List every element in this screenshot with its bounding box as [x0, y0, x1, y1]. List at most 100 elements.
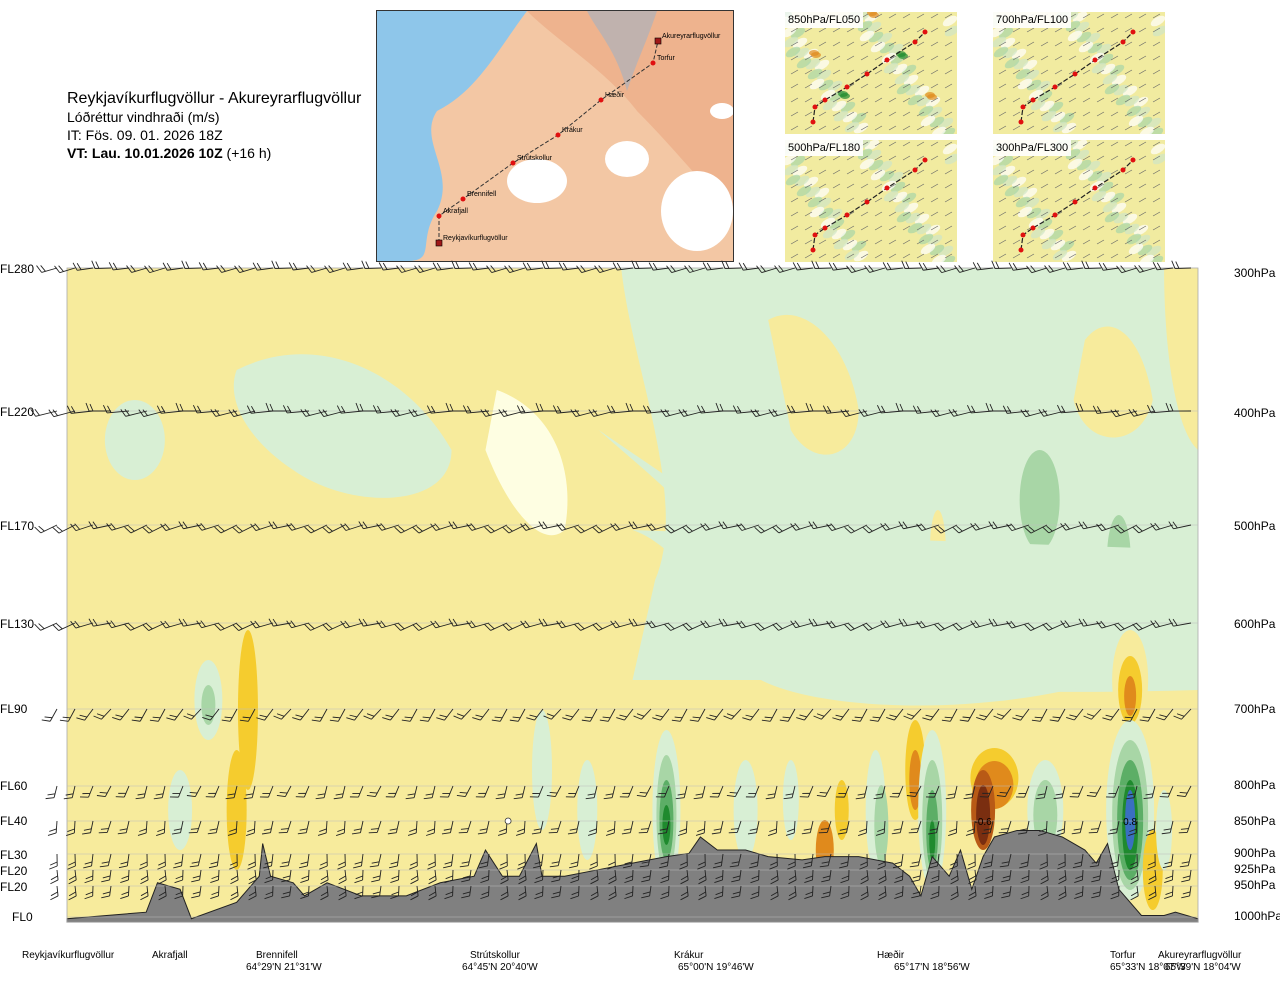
level-map-field — [1139, 254, 1155, 262]
level-map-waypoint — [1020, 232, 1026, 238]
level-map-field — [883, 190, 899, 202]
wind-barb — [996, 785, 1012, 798]
level-map-barb — [998, 125, 1007, 131]
level-map-field — [1128, 115, 1144, 127]
wind-barb — [682, 622, 706, 631]
wind-barb — [985, 402, 1012, 412]
level-map-barb — [1068, 183, 1077, 189]
level-map-barb — [888, 97, 897, 103]
level-map-barb — [1040, 155, 1049, 161]
wind-barb — [930, 409, 958, 418]
level-map-500[interactable]: 500hPa/FL180 — [785, 140, 957, 262]
level-map-barb — [860, 211, 869, 217]
wind-barb — [732, 405, 760, 414]
level-map-field — [1104, 211, 1120, 223]
level-map-waypoint — [1052, 212, 1058, 218]
level-map-barb — [1040, 41, 1049, 47]
level-map-barb — [1082, 239, 1091, 245]
level-map-barb — [1124, 239, 1133, 245]
wind-barb — [934, 622, 958, 631]
map-sea — [377, 11, 527, 261]
wind-barb — [984, 885, 994, 899]
level-map-barb — [1040, 197, 1049, 203]
level-map-barb — [804, 183, 813, 189]
wind-barb — [1053, 785, 1066, 800]
level-map-barb — [1054, 55, 1063, 61]
level-map-field — [938, 117, 954, 129]
wind-barb — [855, 785, 868, 800]
level-map-barb — [804, 169, 813, 175]
level-map-field — [842, 111, 858, 123]
wind-barb — [115, 785, 130, 798]
level-map-barb — [1110, 13, 1119, 19]
wind-barb — [813, 708, 832, 720]
level-map-barb — [1110, 111, 1119, 117]
wind-barb — [96, 785, 112, 798]
level-map-barb — [944, 111, 953, 117]
level-map-barb — [790, 155, 799, 161]
level-map-field — [805, 58, 821, 70]
wind-barb — [731, 885, 742, 899]
location-label: Akrafjall — [152, 950, 188, 961]
level-map-barb — [1082, 225, 1091, 231]
field-cell — [874, 785, 889, 865]
wind-barb — [225, 785, 238, 800]
level-map-field — [1085, 32, 1101, 44]
wind-barb — [1128, 408, 1156, 417]
level-map-barb — [1054, 69, 1063, 75]
level-map-barb — [832, 253, 841, 259]
wind-barb — [279, 853, 292, 868]
level-map-barb — [1012, 169, 1021, 175]
wind-barb — [149, 708, 166, 722]
level-map-700[interactable]: 700hPa/FL100 — [993, 12, 1165, 134]
level-map-waypoint — [1072, 71, 1078, 77]
wind-barb — [186, 785, 202, 798]
field-upslope-region — [104, 400, 165, 480]
issue-time: IT: Fös. 09. 01. 2026 18Z — [67, 127, 223, 143]
level-map-barb — [902, 55, 911, 61]
wind-barb — [298, 853, 310, 869]
wind-barb — [816, 785, 832, 798]
wind-barb — [804, 869, 814, 884]
level-map-barb — [832, 41, 841, 47]
wind-barb — [124, 622, 148, 631]
wind-barb — [144, 265, 166, 274]
level-map-waypoint — [810, 247, 816, 253]
level-map-field — [927, 94, 937, 100]
level-map-barb — [916, 69, 925, 75]
location-label: Reykjavíkurflugvöllur — [22, 950, 115, 961]
wind-barb — [295, 785, 310, 798]
level-map-field — [829, 218, 845, 230]
level-map-barb — [1152, 225, 1161, 231]
wind-barb — [126, 265, 148, 273]
fl-label: FL220 — [0, 405, 35, 419]
wind-barb — [698, 869, 707, 885]
level-map-barb — [916, 41, 925, 47]
wind-barb — [709, 785, 724, 798]
level-map-waypoint — [912, 39, 918, 45]
level-map-field — [1050, 111, 1066, 123]
waypoint-marker — [460, 196, 466, 202]
wind-barb — [788, 885, 797, 901]
level-map-field — [905, 84, 921, 96]
level-map-field — [807, 196, 823, 208]
wind-barb — [1020, 409, 1048, 418]
map-glacier — [710, 103, 733, 119]
level-map-850[interactable]: 850hPa/FL050 — [785, 12, 957, 134]
wind-barb — [102, 404, 130, 414]
level-map-300[interactable]: 300hPa/FL300 — [993, 140, 1165, 262]
level-map-field — [1061, 122, 1077, 134]
wind-barb — [608, 869, 617, 885]
fl-label: FL30 — [0, 848, 28, 862]
level-map-barb — [1054, 97, 1063, 103]
wind-barb — [472, 708, 490, 721]
wind-barb — [1026, 265, 1048, 274]
level-map-field — [816, 69, 832, 81]
wind-barb — [246, 820, 256, 836]
wind-barb — [208, 853, 220, 869]
level-map-barb — [1068, 111, 1077, 117]
level-map-field — [1133, 96, 1149, 108]
wind-barb — [286, 620, 310, 629]
wind-barb — [1024, 524, 1048, 534]
level-map-barb — [1152, 155, 1161, 161]
